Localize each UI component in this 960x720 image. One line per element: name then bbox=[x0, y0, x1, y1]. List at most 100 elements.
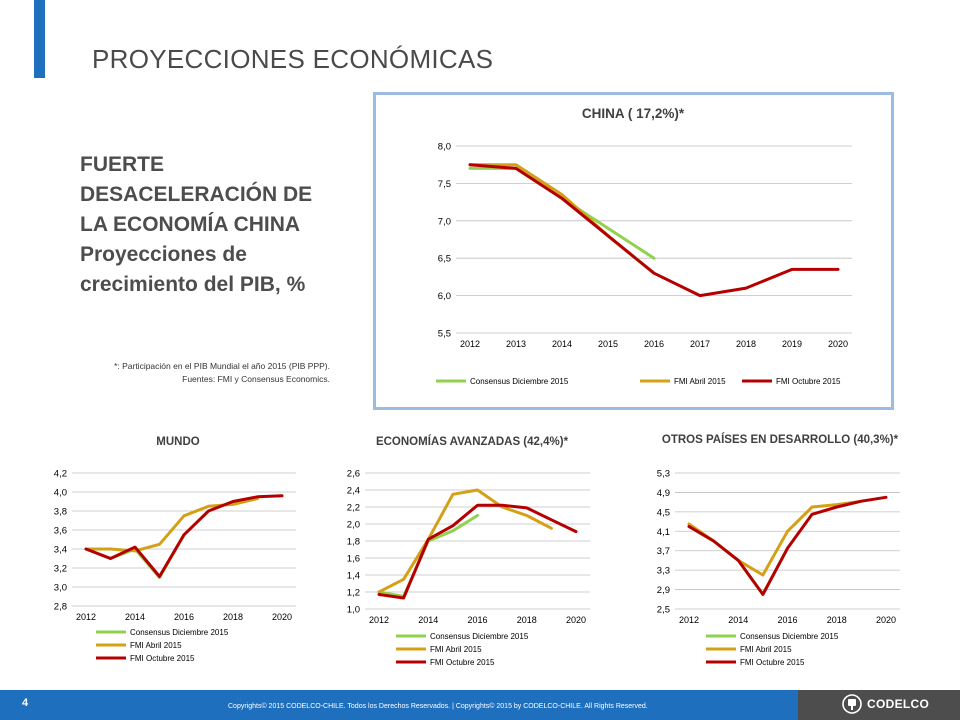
y-tick-label: 2,8 bbox=[54, 602, 67, 613]
x-tick-label: 2012 bbox=[369, 615, 389, 625]
legend-label: FMI Abril 2015 bbox=[740, 645, 792, 654]
headline-line: crecimiento del PIB, % bbox=[80, 273, 306, 296]
x-tick-label: 2012 bbox=[460, 339, 480, 349]
y-tick-label: 2,5 bbox=[657, 605, 670, 616]
legend-label: Consensus Diciembre 2015 bbox=[430, 632, 529, 641]
series-line bbox=[687, 499, 863, 577]
y-tick-label: 3,2 bbox=[54, 564, 67, 575]
headline-line: Proyecciones de bbox=[80, 243, 247, 266]
x-tick-label: 2014 bbox=[728, 615, 748, 625]
y-tick-label: 7,5 bbox=[438, 179, 451, 190]
legend-label: FMI Octubre 2015 bbox=[130, 654, 195, 663]
series-line bbox=[687, 495, 888, 596]
x-tick-label: 2012 bbox=[679, 615, 699, 625]
chart-title: CHINA ( 17,2%)* bbox=[582, 106, 685, 121]
series-line bbox=[84, 494, 284, 578]
x-tick-label: 2012 bbox=[76, 612, 96, 622]
x-tick-label: 2017 bbox=[690, 339, 710, 349]
chart-mundo: MUNDO 2,8 3,0 3,2 3,4 3,6 3,8 4,0 4,2 2012 2014 201… bbox=[54, 436, 296, 663]
y-tick-label: 3,0 bbox=[54, 583, 67, 594]
x-tick-label: 2016 bbox=[777, 615, 797, 625]
x-tick-label: 2016 bbox=[174, 612, 194, 622]
y-tick-label: 4,1 bbox=[657, 527, 670, 538]
y-tick-label: 6,0 bbox=[438, 291, 451, 302]
x-tick-label: 2020 bbox=[272, 612, 292, 622]
legend-label: FMI Abril 2015 bbox=[430, 645, 482, 654]
footer-logo-panel bbox=[798, 690, 960, 720]
headline-line: DESACELERACIÓN DE bbox=[80, 183, 313, 206]
legend-label: FMI Octubre 2015 bbox=[776, 377, 841, 386]
y-tick-label: 3,3 bbox=[657, 566, 670, 577]
accent-bar bbox=[34, 0, 45, 78]
y-tick-label: 4,9 bbox=[657, 488, 670, 499]
headline-line: LA ECONOMÍA CHINA bbox=[80, 213, 301, 236]
x-tick-label: 2018 bbox=[827, 615, 847, 625]
codelco-logo: CODELCO bbox=[842, 694, 929, 714]
y-tick-label: 2,2 bbox=[347, 503, 360, 514]
y-tick-label: 4,2 bbox=[54, 469, 67, 480]
charts-canvas: CHINA ( 17,2%)* 5,5 6,0 6,5 7,0 7,5 8,0 2012 201… bbox=[54, 106, 900, 667]
y-tick-label: 2,0 bbox=[347, 520, 360, 531]
legend-label: Consensus Diciembre 2015 bbox=[470, 377, 569, 386]
x-tick-label: 2020 bbox=[876, 615, 896, 625]
chart-title: MUNDO bbox=[156, 436, 199, 448]
series-line bbox=[377, 503, 578, 600]
page-title: PROYECCIONES ECONÓMICAS bbox=[92, 44, 494, 74]
y-tick-label: 4,5 bbox=[657, 507, 670, 518]
x-tick-label: 2020 bbox=[566, 615, 586, 625]
y-tick-label: 2,4 bbox=[347, 486, 360, 497]
headline: FUERTE DESACELERACIÓN DE LA ECONOMÍA CHI… bbox=[80, 150, 360, 300]
x-tick-label: 2016 bbox=[467, 615, 487, 625]
x-tick-label: 2020 bbox=[828, 339, 848, 349]
y-tick-label: 3,6 bbox=[54, 526, 67, 537]
y-tick-label: 6,5 bbox=[438, 254, 451, 265]
y-tick-label: 8,0 bbox=[438, 142, 451, 153]
series-line bbox=[468, 166, 656, 260]
y-tick-label: 3,8 bbox=[54, 507, 67, 518]
x-tick-label: 2014 bbox=[125, 612, 145, 622]
series-line bbox=[468, 163, 656, 275]
y-tick-label: 2,9 bbox=[657, 585, 670, 596]
chart-title: OTROS PAÍSES EN DESARROLLO (40,3%)* bbox=[662, 433, 899, 446]
y-tick-label: 4,0 bbox=[54, 488, 67, 499]
page-number: 4 bbox=[22, 697, 29, 709]
chart-china: CHINA ( 17,2%)* 5,5 6,0 6,5 7,0 7,5 8,0 2012 201… bbox=[436, 106, 852, 386]
note-line: *: Participación en el PIB Mundial el añ… bbox=[114, 361, 330, 371]
y-tick-label: 7,0 bbox=[438, 216, 451, 227]
y-tick-label: 3,4 bbox=[54, 545, 67, 556]
y-tick-label: 1,6 bbox=[347, 554, 360, 565]
note-line: Fuentes: FMI y Consensus Economics. bbox=[182, 374, 330, 384]
x-tick-label: 2014 bbox=[418, 615, 438, 625]
chart-title: ECONOMÍAS AVANZADAS (42,4%)* bbox=[376, 435, 569, 448]
x-tick-label: 2018 bbox=[517, 615, 537, 625]
y-tick-label: 1,8 bbox=[347, 537, 360, 548]
legend-label: Consensus Diciembre 2015 bbox=[130, 628, 229, 637]
series-line bbox=[377, 488, 553, 594]
legend-label: Consensus Diciembre 2015 bbox=[740, 632, 839, 641]
source-note: *: Participación en el PIB Mundial el añ… bbox=[60, 360, 330, 386]
china-chart-frame bbox=[373, 92, 894, 410]
y-tick-label: 2,6 bbox=[347, 469, 360, 480]
chart-otros-paises: OTROS PAÍSES EN DESARROLLO (40,3%)* 2,5 2,… bbox=[657, 433, 900, 667]
y-tick-label: 1,4 bbox=[347, 571, 360, 582]
legend-label: FMI Octubre 2015 bbox=[430, 658, 495, 667]
x-tick-label: 2013 bbox=[506, 339, 526, 349]
series-line bbox=[84, 497, 259, 553]
x-tick-label: 2014 bbox=[552, 339, 572, 349]
y-tick-label: 5,3 bbox=[657, 469, 670, 480]
y-tick-label: 1,0 bbox=[347, 605, 360, 616]
codelco-logo-icon bbox=[842, 694, 862, 714]
y-tick-label: 3,7 bbox=[657, 546, 670, 557]
x-tick-label: 2019 bbox=[782, 339, 802, 349]
legend-label: FMI Abril 2015 bbox=[130, 641, 182, 650]
y-tick-label: 5,5 bbox=[438, 329, 451, 340]
logo-text: CODELCO bbox=[867, 697, 930, 711]
y-tick-label: 1,2 bbox=[347, 588, 360, 599]
series-line bbox=[468, 163, 840, 298]
chart-economias-avanzadas: ECONOMÍAS AVANZADAS (42,4%)* 1,0 1,2 1,4 1,6… bbox=[347, 435, 590, 667]
x-tick-label: 2015 bbox=[598, 339, 618, 349]
x-tick-label: 2018 bbox=[223, 612, 243, 622]
legend-label: FMI Abril 2015 bbox=[674, 377, 726, 386]
x-tick-label: 2018 bbox=[736, 339, 756, 349]
headline-line: FUERTE bbox=[80, 153, 164, 176]
